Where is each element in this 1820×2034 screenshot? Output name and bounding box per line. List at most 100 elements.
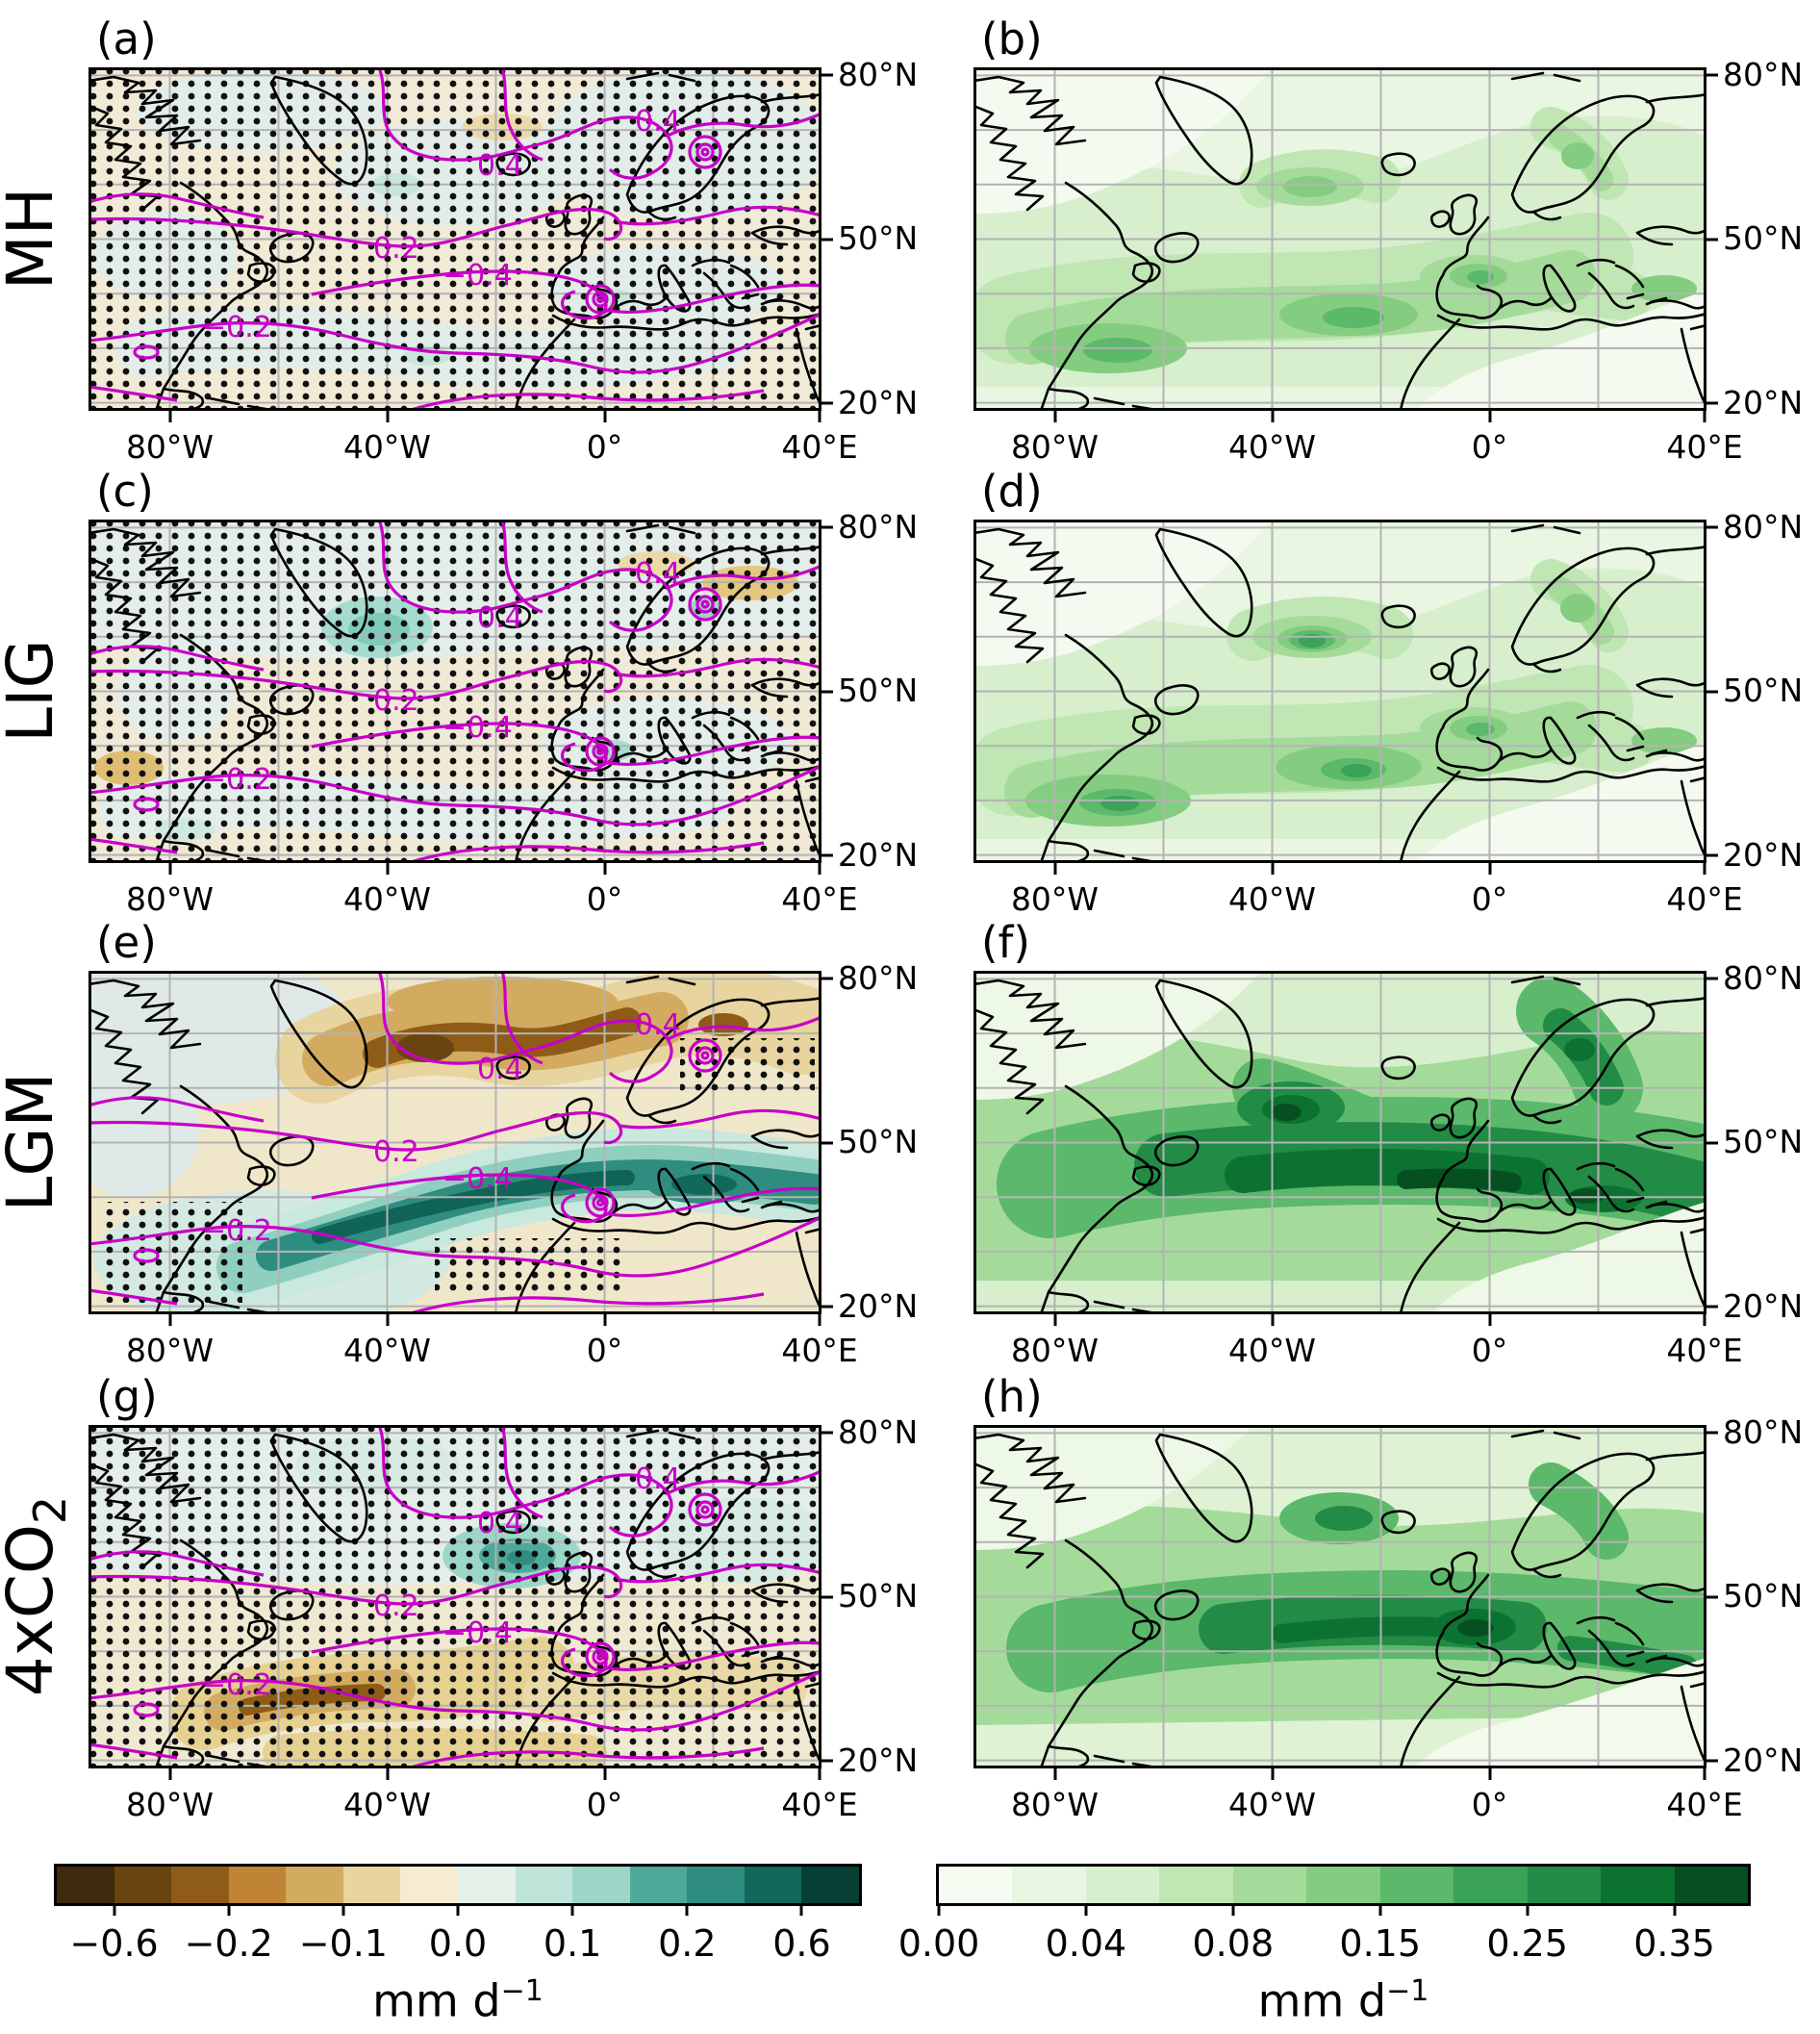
lon-tick-0: 0° — [586, 428, 623, 466]
colorbar-tick-label: 0.0 — [428, 1922, 488, 1965]
lon-tick-40e: 40°E — [781, 1786, 858, 1823]
colorbar-segment — [1379, 1867, 1454, 1903]
colorbar-tick — [227, 1903, 231, 1916]
colorbar-tick-label: 0.6 — [772, 1922, 831, 1965]
map-lig-precip — [973, 520, 1706, 863]
colorbar-tick-label: 0.04 — [1045, 1922, 1127, 1965]
colorbar-segment — [171, 1867, 230, 1903]
colorbar-segment — [1527, 1867, 1602, 1903]
lon-tick-0: 0° — [586, 1332, 623, 1369]
lon-tick-80w: 80°W — [1010, 1332, 1100, 1369]
colorbar-segment — [228, 1867, 287, 1903]
panel-letter-e: (e) — [96, 917, 157, 968]
colorbar-tick-label: −0.1 — [298, 1922, 388, 1965]
panel-letter-c: (c) — [96, 466, 154, 517]
colorbar-segment — [342, 1867, 401, 1903]
panel-letter-h: (h) — [981, 1371, 1043, 1422]
lon-tick-80w: 80°W — [125, 1332, 215, 1369]
lon-tick-40e: 40°E — [781, 1332, 858, 1369]
panel-d: (d) — [973, 468, 1803, 918]
lon-tick-40w: 40°W — [342, 880, 432, 918]
panel-h: (h) 80°N 50°N 20°N 80°W 40°W 0° 40°E — [973, 1373, 1803, 1823]
row-label-lig: LIG — [0, 639, 67, 743]
colorbar-segment — [57, 1867, 114, 1903]
colorbar-tick — [1378, 1903, 1382, 1916]
lon-tick-40e: 40°E — [1666, 1786, 1743, 1823]
colorbar-tick — [1084, 1903, 1088, 1916]
colorbar-tick — [937, 1903, 941, 1916]
colorbar-tick-label: −0.2 — [184, 1922, 273, 1965]
panel-letter-b: (b) — [981, 13, 1043, 64]
colorbar-tick-label: 0.2 — [658, 1922, 717, 1965]
lon-tick-80w: 80°W — [125, 428, 215, 466]
panel-e: (e) 80°N 50 — [88, 919, 918, 1369]
colorbar-tick-label: 0.1 — [543, 1922, 602, 1965]
colorbar-tick-label: 0.15 — [1339, 1922, 1422, 1965]
colorbar-segment — [687, 1867, 746, 1903]
map-4xco2-anomaly — [88, 1425, 822, 1768]
colorbar-segment — [1674, 1867, 1749, 1903]
lon-tick-40e: 40°E — [1666, 428, 1743, 466]
panel-letter-d: (d) — [981, 466, 1043, 517]
map-lgm-precip — [973, 971, 1706, 1314]
colorbar-segment — [114, 1867, 172, 1903]
lon-tick-0: 0° — [586, 880, 623, 918]
colorbar-segment — [939, 1867, 1013, 1903]
colorbar-tick — [570, 1903, 574, 1916]
colorbar-tick — [341, 1903, 345, 1916]
lon-tick-40w: 40°W — [1227, 880, 1317, 918]
lon-tick-80w: 80°W — [125, 880, 215, 918]
row-label-lgm: LGM — [0, 1072, 67, 1212]
colorbar-segment — [458, 1867, 516, 1903]
colorbar-segment — [1453, 1867, 1529, 1903]
lon-tick-40e: 40°E — [1666, 880, 1743, 918]
lon-tick-40w: 40°W — [342, 1332, 432, 1369]
row-label-4xco2: 4xCO2 — [0, 1495, 77, 1697]
colorbar-tick-label: 0.35 — [1633, 1922, 1715, 1965]
colorbar-segment — [1012, 1867, 1087, 1903]
lon-tick-40w: 40°W — [342, 428, 432, 466]
panel-letter-f: (f) — [981, 917, 1030, 968]
colorbar-tick-label: 0.08 — [1192, 1922, 1275, 1965]
panel-a: (a) 80°N 50°N 20°N 80°W 40°W — [88, 15, 918, 466]
map-4xco2-precip — [973, 1425, 1706, 1768]
colorbar-tick — [456, 1903, 460, 1916]
colorbar-segment — [629, 1867, 688, 1903]
diff-colorbar: −0.6 −0.2 −0.1 0.0 0.1 0.2 0.6 — [54, 1864, 862, 1965]
lon-tick-0: 0° — [1471, 1786, 1508, 1823]
colorbar-segment — [801, 1867, 860, 1903]
colorbar-tick — [685, 1903, 689, 1916]
colorbar-segment — [1306, 1867, 1381, 1903]
lon-tick-40e: 40°E — [781, 428, 858, 466]
diff-colorbar-unit: mm d−1 — [372, 1974, 543, 2027]
lon-tick-0: 0° — [1471, 880, 1508, 918]
colorbar-segment — [572, 1867, 631, 1903]
colorbar-segment — [400, 1867, 459, 1903]
panel-letter-a: (a) — [96, 13, 157, 64]
colorbar-segment — [1085, 1867, 1160, 1903]
colorbar-segment — [1159, 1867, 1234, 1903]
lon-tick-40e: 40°E — [781, 880, 858, 918]
colorbar-segment — [1232, 1867, 1307, 1903]
colorbar-tick-label: 0.00 — [897, 1922, 980, 1965]
lon-tick-80w: 80°W — [1010, 428, 1100, 466]
colorbar-segment — [286, 1867, 344, 1903]
colorbar-tick — [1673, 1903, 1677, 1916]
panel-g: (g) 80°N 50°N 20°N 80°W 40°W 0° 4 — [88, 1373, 918, 1823]
lon-tick-40w: 40°W — [342, 1786, 432, 1823]
colorbar-tick-label: 0.25 — [1486, 1922, 1568, 1965]
colorbar-segment — [744, 1867, 802, 1903]
colorbar-tick — [1526, 1903, 1529, 1916]
lon-tick-0: 0° — [586, 1786, 623, 1823]
lon-tick-40e: 40°E — [1666, 1332, 1743, 1369]
lon-tick-0: 0° — [1471, 428, 1508, 466]
lon-tick-80w: 80°W — [1010, 1786, 1100, 1823]
map-lig-anomaly — [88, 520, 822, 863]
colorbar-tick — [113, 1903, 116, 1916]
colorbar-tick — [799, 1903, 803, 1916]
lon-tick-40w: 40°W — [1227, 428, 1317, 466]
lon-tick-80w: 80°W — [1010, 880, 1100, 918]
map-mh-precip — [973, 67, 1706, 411]
colorbar-tick-label: −0.6 — [69, 1922, 159, 1965]
